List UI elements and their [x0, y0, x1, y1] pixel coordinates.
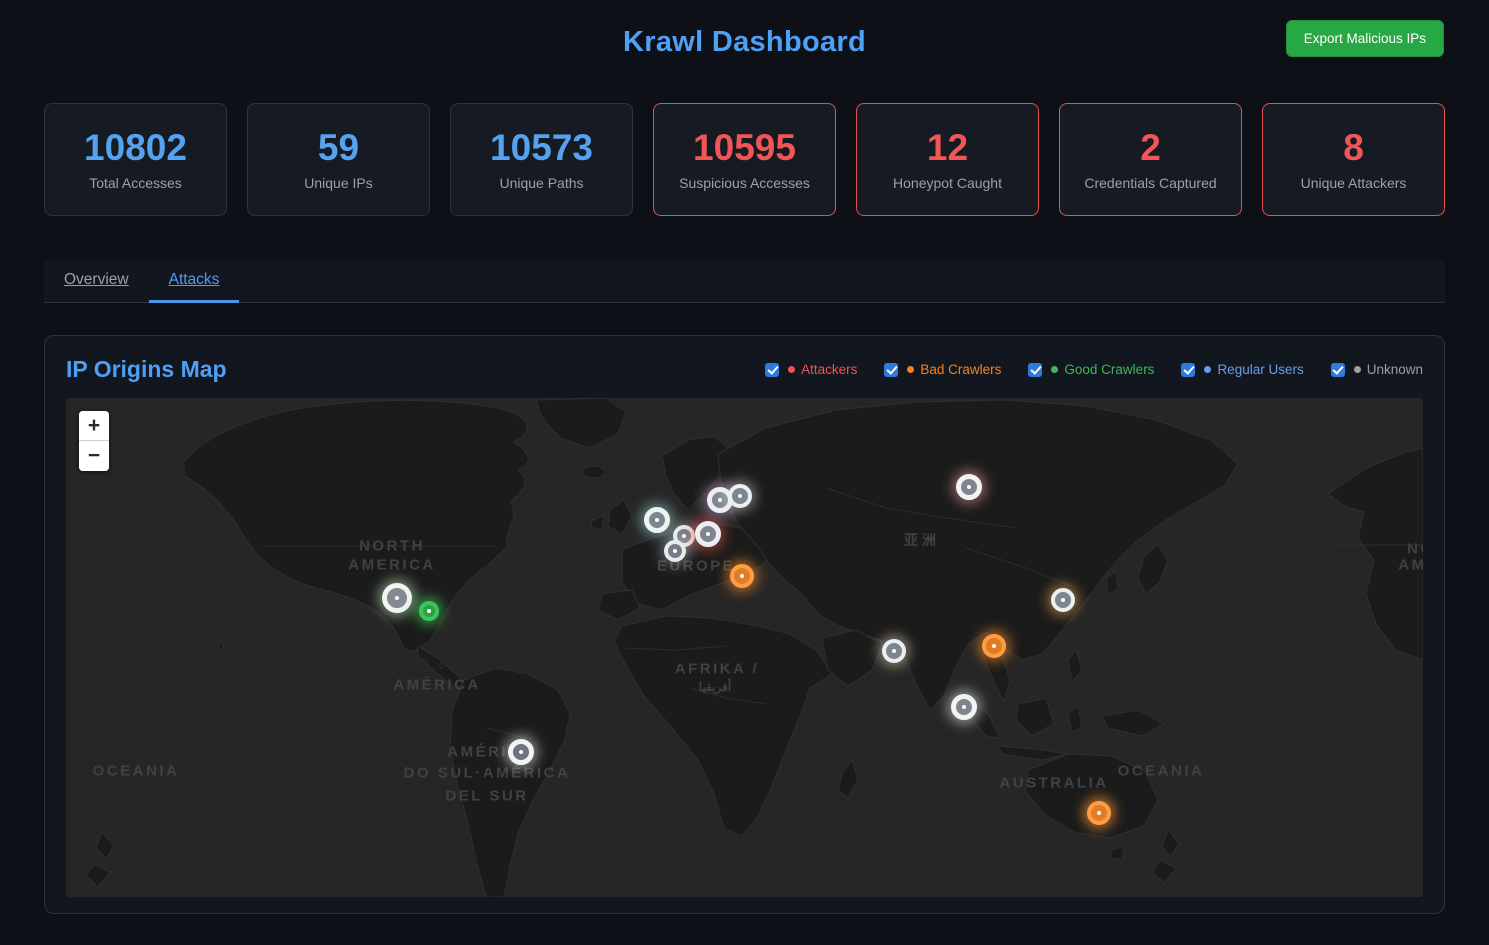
legend-checkbox[interactable]: [1181, 362, 1196, 377]
page-title: Krawl Dashboard: [623, 26, 866, 58]
stat-value: 10802: [84, 126, 187, 168]
map-marker[interactable]: [419, 601, 439, 621]
tab-attacks[interactable]: Attacks: [148, 259, 240, 303]
legend-item-attackers: Attackers: [765, 362, 857, 377]
marker-center-dot: [395, 596, 399, 600]
stat-value: 12: [926, 126, 969, 168]
marker-center-dot: [892, 649, 896, 653]
map-marker[interactable]: [730, 564, 754, 588]
map-marker[interactable]: [644, 507, 670, 533]
map-marker[interactable]: [982, 634, 1006, 658]
marker-center-dot: [706, 532, 710, 536]
marker-center-dot: [967, 485, 971, 489]
stat-label: Total Accesses: [89, 174, 182, 191]
header: Krawl Dashboard Export Malicious IPs: [0, 0, 1489, 88]
stat-label: Honeypot Caught: [893, 174, 1002, 191]
ip-origins-map-panel: IP Origins Map Attackers Bad Crawlers Good…: [44, 335, 1445, 914]
zoom-out-button[interactable]: −: [79, 441, 109, 471]
marker-center-dot: [682, 534, 686, 538]
legend-dot-icon: [1204, 366, 1212, 373]
stat-card-credentials-captured: 2 Credentials Captured: [1059, 103, 1242, 216]
marker-center-dot: [738, 494, 742, 498]
world-map[interactable]: + − NORTH AMERICA AMÉRICA AMÉRICA DO SUL·AMÉ…: [66, 398, 1423, 897]
legend-dot-icon: [907, 366, 915, 373]
stat-value: 8: [1343, 126, 1364, 168]
stat-label: Unique Attackers: [1300, 174, 1407, 191]
legend-label: Bad Crawlers: [920, 362, 1002, 377]
legend-checkbox[interactable]: [1028, 362, 1043, 377]
stat-value: 10595: [693, 126, 796, 168]
stat-card-suspicious-accesses: 10595 Suspicious Accesses: [653, 103, 836, 216]
stat-value: 2: [1140, 126, 1161, 168]
marker-center-dot: [519, 750, 523, 754]
legend-dot-icon: [1353, 366, 1361, 373]
stats-row: 10802 Total Accesses 59 Unique IPs 10573 Uniq…: [44, 103, 1445, 216]
legend-label: Good Crawlers: [1064, 362, 1155, 377]
marker-center-dot: [655, 518, 659, 522]
stat-label: Unique Paths: [499, 174, 584, 191]
stat-card-unique-paths: 10573 Unique Paths: [450, 103, 633, 216]
legend-label: Regular Users: [1217, 362, 1304, 377]
tab-overview[interactable]: Overview: [44, 259, 149, 303]
map-panel-title: IP Origins Map: [66, 356, 227, 382]
marker-center-dot: [992, 644, 996, 648]
legend-item-regular-users: Regular Users: [1181, 362, 1304, 377]
map-marker[interactable]: [695, 521, 721, 547]
legend-item-bad-crawlers: Bad Crawlers: [884, 362, 1001, 377]
map-marker[interactable]: [882, 639, 906, 663]
stat-label: Unique IPs: [304, 174, 373, 191]
legend-dot-icon: [788, 366, 796, 373]
marker-center-dot: [427, 609, 431, 613]
export-malicious-ips-button[interactable]: Export Malicious IPs: [1285, 20, 1444, 57]
map-marker[interactable]: [728, 484, 752, 508]
marker-center-dot: [1061, 598, 1065, 602]
world-map-basemap: [66, 398, 1423, 897]
map-marker[interactable]: [951, 694, 977, 720]
stat-card-unique-ips: 59 Unique IPs: [247, 103, 430, 216]
map-marker[interactable]: [956, 474, 982, 500]
stat-card-honeypot-caught: 12 Honeypot Caught: [856, 103, 1039, 216]
legend-label: Unknown: [1366, 362, 1423, 377]
stat-label: Credentials Captured: [1084, 174, 1217, 191]
stat-value: 10573: [490, 126, 593, 168]
map-marker[interactable]: [664, 540, 686, 562]
stat-label: Suspicious Accesses: [679, 174, 810, 191]
map-panel-header: IP Origins Map Attackers Bad Crawlers Good…: [66, 356, 1423, 383]
marker-center-dot: [673, 549, 677, 553]
marker-center-dot: [740, 574, 744, 578]
stat-card-total-accesses: 10802 Total Accesses: [44, 103, 227, 216]
legend-checkbox[interactable]: [765, 362, 780, 377]
legend-label: Attackers: [801, 362, 858, 377]
legend-checkbox[interactable]: [1330, 362, 1345, 377]
zoom-in-button[interactable]: +: [79, 411, 109, 441]
map-legend: Attackers Bad Crawlers Good Crawlers Regula…: [738, 362, 1423, 377]
map-marker[interactable]: [1051, 588, 1075, 612]
stat-card-unique-attackers: 8 Unique Attackers: [1262, 103, 1445, 216]
map-marker[interactable]: [382, 583, 412, 613]
marker-center-dot: [1097, 811, 1101, 815]
legend-checkbox[interactable]: [884, 362, 899, 377]
legend-item-good-crawlers: Good Crawlers: [1028, 362, 1154, 377]
marker-center-dot: [962, 705, 966, 709]
map-marker[interactable]: [1087, 801, 1111, 825]
stat-value: 59: [317, 126, 360, 168]
marker-center-dot: [718, 498, 722, 502]
map-marker[interactable]: [508, 739, 534, 765]
legend-dot-icon: [1051, 366, 1059, 373]
map-zoom-control: + −: [79, 411, 109, 471]
tab-bar: Overview Attacks: [44, 259, 1445, 303]
legend-item-unknown: Unknown: [1330, 362, 1423, 377]
